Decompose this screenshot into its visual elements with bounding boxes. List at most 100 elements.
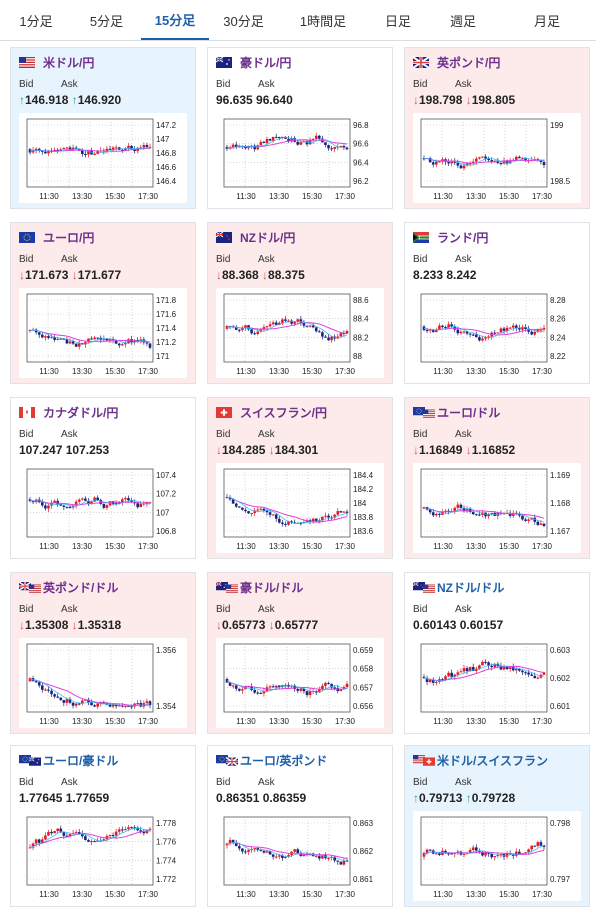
y-tick-label: 184.4 [353, 471, 374, 480]
x-tick-label: 11:30 [433, 542, 453, 551]
rate-card[interactable]: 米ドル/円 Bid Ask ↑146.918 ↑146.920 147.2 147 146.… [10, 47, 196, 209]
candle-body [278, 137, 281, 139]
x-tick-label: 15:30 [302, 890, 323, 899]
candle-body [542, 672, 546, 675]
candle-body [465, 509, 469, 511]
rate-card[interactable]: ユーロ/豪ドル Bid Ask 1.77645 1.77659 1.778 1.776 1.… [10, 745, 196, 907]
tab-timeframe[interactable]: 15分足 [141, 0, 209, 40]
candle-body [274, 136, 278, 138]
candle-body [231, 499, 235, 504]
card-header: NZドル/ドル [413, 579, 504, 595]
rate-card[interactable]: カナダドル/円 Bid Ask 107.247 107.253 107.4 107.2 10… [10, 397, 196, 559]
y-tick-label: 1.356 [156, 646, 177, 655]
ask-label: Ask [455, 429, 472, 440]
candle-body [65, 506, 69, 508]
candle-body [234, 327, 238, 330]
candle-body [71, 341, 75, 344]
tab-timeframe[interactable]: 日足 [384, 13, 411, 29]
rate-card[interactable]: 豪ドル/ドル Bid Ask ↓0.65773 ↓0.65777 0.659 0.658 0… [207, 572, 393, 734]
candle-body [84, 836, 87, 841]
y-tick-label: 8.28 [550, 296, 566, 305]
candle-body [422, 158, 426, 160]
candle-body [127, 145, 130, 149]
candle-body [121, 344, 124, 346]
bid-ask-values: ↑146.918 ↑146.920 [19, 93, 121, 107]
candle-body [478, 514, 481, 516]
rate-card[interactable]: ユーロ/円 Bid Ask ↓171.673 ↓171.677 171.8 171.6 17… [10, 222, 196, 384]
tab-timeframe[interactable]: 30分足 [223, 13, 264, 29]
ask-label: Ask [258, 429, 275, 440]
candle-body [305, 141, 309, 145]
rate-card[interactable]: NZドル/円 Bid Ask ↓88.368 ↓88.375 88.6 88.4 88.2 8… [207, 222, 393, 384]
candle-body [462, 165, 466, 169]
tab-timeframe[interactable]: 1分足 [19, 13, 53, 29]
price-chart: 0.603 0.602 0.601 11:30 13:30 15:30 17:30 [413, 638, 581, 728]
candle-body [238, 688, 241, 691]
tab-timeframe[interactable]: 月足 [533, 13, 560, 29]
candle-body [37, 682, 41, 686]
candle-body [274, 685, 278, 688]
rate-card[interactable]: 豪ドル/円 Bid Ask 96.635 96.640 96.8 96.6 96.4 96.2… [207, 47, 393, 209]
rate-card[interactable]: 英ポンド/ドル Bid Ask ↓1.35308 ↓1.35318 1.356 1.354… [10, 572, 196, 734]
candlestick-chart: 88.6 88.4 88.2 88 11:30 13:30 15:30 17:30 [223, 293, 369, 376]
candle-body [345, 147, 349, 150]
moving-average-short [226, 842, 348, 862]
ask-value: 1.35318 [77, 618, 122, 632]
x-tick-label: 15:30 [105, 542, 126, 551]
price-chart: 184.4 184.2 184 183.8 183.6 11:30 13:30 15:30 17… [216, 463, 384, 553]
candle-body [77, 703, 81, 705]
candle-body [327, 857, 330, 859]
tab-timeframe[interactable]: 週足 [449, 13, 476, 29]
candle-body [302, 688, 306, 692]
candle-body [518, 668, 521, 671]
candle-body [481, 661, 484, 666]
candle-body [342, 860, 346, 865]
candle-body [536, 842, 540, 847]
y-tick-label: 107 [156, 508, 170, 517]
candle-body [139, 147, 143, 149]
country-flag-icon [413, 406, 435, 418]
y-tick-label: 184.2 [353, 485, 374, 494]
candle-body [127, 827, 130, 830]
candle-body [324, 515, 327, 517]
down-arrow-icon: ↓ [216, 268, 222, 282]
candle-body [422, 676, 426, 679]
candle-body [542, 162, 546, 166]
candle-body [114, 147, 118, 149]
candle-body [133, 149, 136, 152]
candle-body [259, 692, 263, 694]
rate-card[interactable]: 米ドル/スイスフラン Bid Ask ↑0.79713 ↑0.79728 0.798 0.… [404, 745, 590, 907]
rate-card[interactable]: ユーロ/英ポンド Bid Ask 0.86351 0.86359 0.863 0.862 0… [207, 745, 393, 907]
candle-body [490, 512, 493, 514]
price-chart: 199 198.5 11:30 13:30 15:30 17:30 [413, 113, 581, 203]
candle-body [435, 853, 438, 855]
tab-timeframe[interactable]: 5分足 [89, 13, 124, 29]
tab-timeframe[interactable]: 1時間足 [299, 13, 347, 29]
rate-card[interactable]: ランド/円 Bid Ask 8.233 8.242 8.28 8.26 8.24 8.22 11… [404, 222, 590, 384]
bid-value: 88.368 [222, 268, 259, 282]
candle-body [148, 343, 152, 348]
bid-ask-labels: Bid Ask [216, 429, 275, 440]
candle-body [499, 854, 503, 856]
rate-card[interactable]: NZドル/ドル Bid Ask 0.60143 0.60157 0.603 0.602 0.… [404, 572, 590, 734]
candle-body [77, 832, 81, 834]
candle-body [268, 851, 272, 855]
candlestick-chart: 8.28 8.26 8.24 8.22 11:30 13:30 15:30 17:30 [420, 293, 566, 376]
candle-body [521, 670, 524, 673]
candle-body [487, 158, 490, 161]
candle-body [77, 499, 81, 502]
rate-card[interactable]: スイスフラン/円 Bid Ask ↓184.285 ↓184.301 184.4 184.… [207, 397, 393, 559]
candle-body [136, 702, 139, 704]
candle-body [121, 149, 124, 151]
x-tick-label: 17:30 [335, 542, 356, 551]
candle-body [47, 336, 50, 338]
y-tick-label: 1.354 [156, 702, 177, 711]
candle-body [262, 141, 266, 143]
rate-card[interactable]: 英ポンド/円 Bid Ask ↓198.798 ↓198.805 199 198.5 11:… [404, 47, 590, 209]
rate-card[interactable]: ユーロ/ドル Bid Ask ↓1.16849 ↓1.16852 1.169 1.168 1… [404, 397, 590, 559]
candle-body [524, 157, 527, 162]
country-flag-icon [413, 581, 435, 593]
moving-average-long [226, 680, 348, 690]
candle-body [490, 853, 493, 858]
candle-body [284, 524, 287, 526]
